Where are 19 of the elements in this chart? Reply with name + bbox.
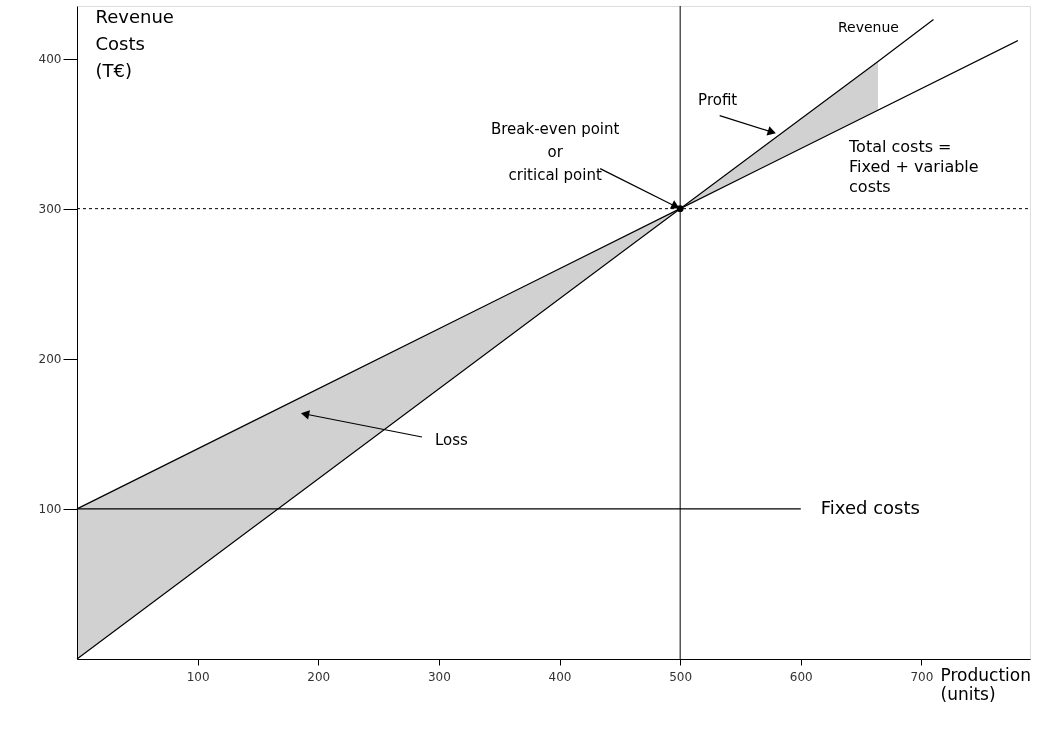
x-tick-label: 500 — [669, 669, 693, 684]
x-axis-title: Production (units) — [940, 664, 1031, 704]
x-tick-label: 700 — [910, 669, 934, 684]
y-tick-label: 400 — [38, 52, 62, 67]
series-label: Revenue — [838, 18, 899, 35]
annotation: Profit — [698, 90, 738, 109]
x-tick-label: 300 — [427, 669, 451, 684]
y-tick-label: 300 — [38, 202, 62, 217]
y-tick-label: 100 — [38, 502, 62, 517]
y-tick-label: 200 — [38, 352, 62, 367]
x-tick-label: 100 — [186, 669, 210, 684]
series-label: Total costs = Fixed + variable costs — [848, 136, 979, 196]
annotation: Break-even point or critical point — [490, 119, 620, 184]
x-tick-label: 600 — [789, 669, 813, 684]
y-axis-title: Revenue Costs (T€) — [95, 5, 174, 81]
x-tick-label: 200 — [307, 669, 331, 684]
annotation: Loss — [435, 431, 469, 449]
series-label: Fixed costs — [820, 496, 920, 518]
x-tick-label: 400 — [548, 669, 572, 684]
